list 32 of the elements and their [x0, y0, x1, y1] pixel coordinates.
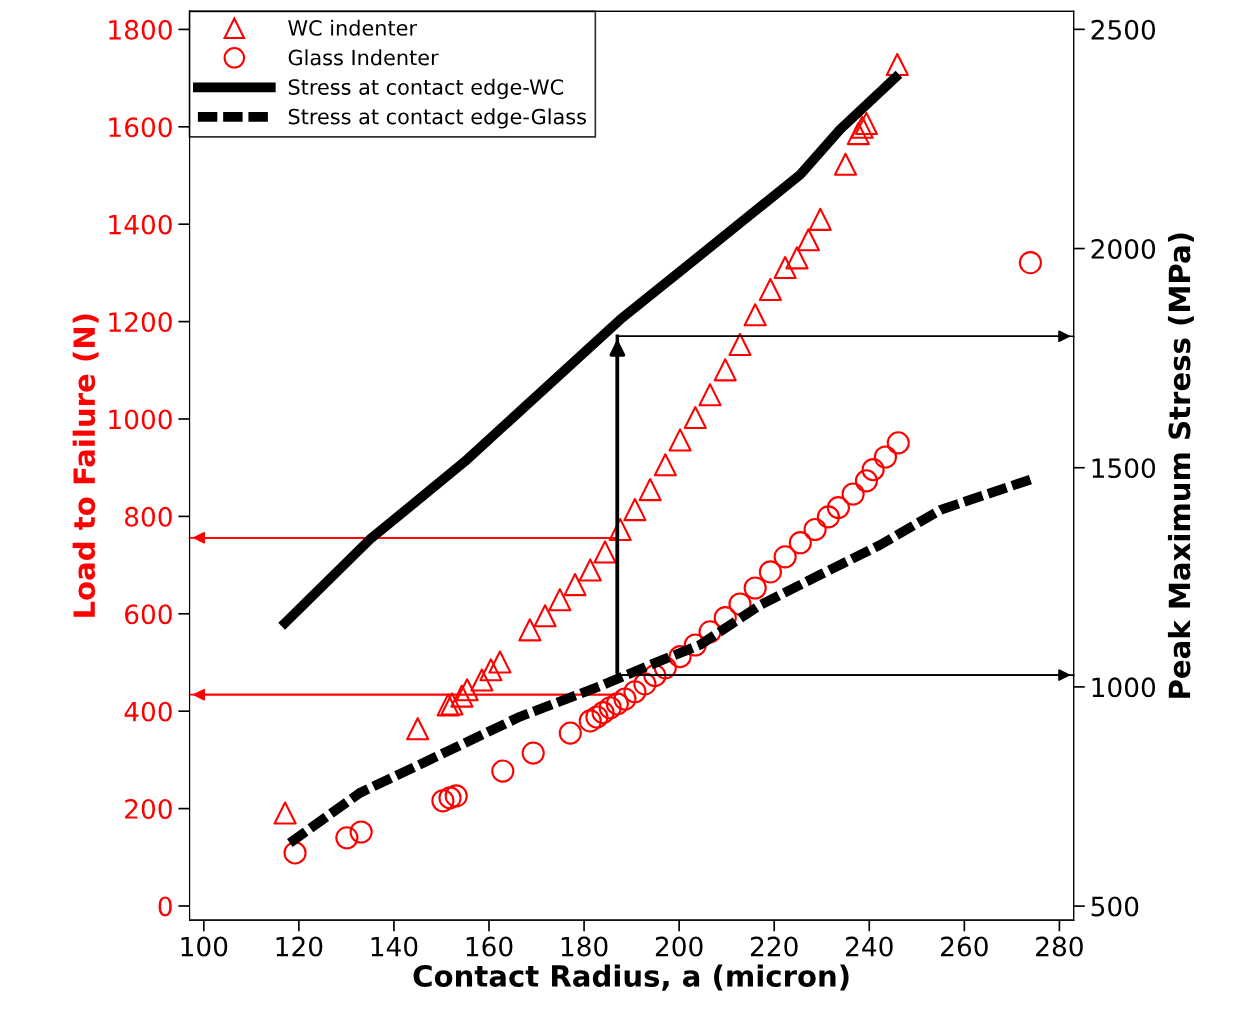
- y-tick-label: 1200: [109, 312, 172, 332]
- y-tick-label: 200: [125, 799, 172, 819]
- y2-tick-label: 500: [1091, 896, 1139, 917]
- x-tick-label: 280: [1036, 936, 1083, 957]
- x-tick-label: 100: [181, 936, 228, 957]
- x-tick-label: 200: [655, 936, 703, 957]
- y-tick-label: 600: [125, 604, 172, 625]
- y-tick-label: 1600: [109, 117, 172, 138]
- y-tick-label: 0: [158, 896, 172, 917]
- y2-axis-title: Peak Maximum Stress (MPa): [1167, 233, 1194, 698]
- y-tick-label: 1800: [109, 19, 172, 40]
- x-tick-label: 180: [561, 936, 608, 957]
- x-tick-label: 220: [750, 936, 798, 957]
- y-tick-label: 1000: [109, 409, 172, 430]
- x-axis-title: Contact Radius, a (micron): [413, 964, 849, 991]
- legend-label: Stress at contact edge-WC: [288, 78, 564, 99]
- legend-label: WC indenter: [288, 19, 418, 36]
- x-tick-label: 240: [846, 936, 893, 957]
- y2-tick-label: 1500: [1092, 458, 1156, 479]
- y-tick-label: 1400: [109, 214, 172, 235]
- x-tick-label: 120: [276, 936, 323, 957]
- y-tick-label: 800: [124, 506, 172, 527]
- y-axis-title: Load to Failure (N): [72, 314, 99, 617]
- x-tick-label: 160: [466, 936, 513, 957]
- y2-tick-label: 2500: [1091, 19, 1156, 40]
- legend-label: Stress at contact edge-Glass: [288, 108, 586, 129]
- y2-tick-label: 1000: [1092, 677, 1156, 698]
- x-tick-label: 140: [371, 936, 418, 957]
- legend-label: Glass Indenter: [288, 49, 439, 66]
- y2-tick-label: 2000: [1091, 238, 1156, 259]
- y-tick-label: 400: [124, 701, 172, 722]
- x-tick-label: 260: [941, 936, 988, 957]
